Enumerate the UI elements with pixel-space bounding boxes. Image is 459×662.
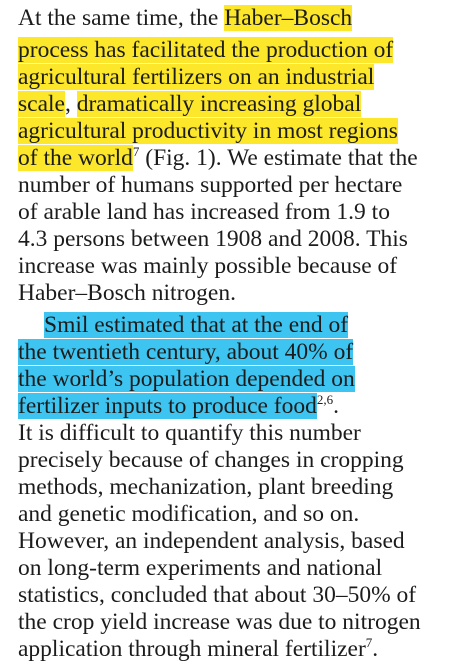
text-line: the twentieth century, about 40% of — [18, 339, 354, 365]
citation-superscript: 7 — [132, 144, 140, 159]
text-line: Smil estimated that at the end of — [44, 312, 349, 338]
blue-highlight: Smil estimated that at the end of — [44, 312, 349, 338]
text-line: process has facilitated the production o… — [18, 37, 394, 63]
text-span: application through mineral fertilizer — [18, 636, 366, 662]
text-span: At the same time, the — [18, 5, 225, 31]
text-line: increase was mainly possible because of — [18, 253, 398, 279]
yellow-highlight: of the world — [18, 145, 133, 171]
text-line: fertilizer inputs to produce food2,6. — [18, 393, 339, 419]
text-line: However, an independent analysis, based — [18, 528, 405, 554]
text-line: application through mineral fertilizer7. — [18, 636, 378, 662]
text-line: on long-term experiments and national — [18, 555, 383, 581]
yellow-highlight: process has facilitated the production o… — [18, 37, 394, 63]
blue-highlight: the world’s population depended on — [18, 366, 355, 392]
text-span: (Fig. 1). We estimate that the — [139, 145, 418, 171]
text-span: . — [372, 636, 379, 662]
text-line: methods, mechanization, plant breeding — [18, 474, 394, 500]
text-line: of the world7 (Fig. 1). We estimate that… — [18, 145, 418, 171]
text-line: precisely because of changes in cropping — [18, 447, 404, 473]
text-line: agricultural fertilizers on an industria… — [18, 64, 375, 90]
text-line: Haber–Bosch nitrogen. — [18, 280, 236, 306]
text-line: At the same time, the Haber–Bosch — [18, 5, 353, 31]
text-line: scale, dramatically increasing global — [18, 91, 362, 117]
text-line: It is difficult to quantify this number — [18, 420, 361, 446]
text-span: . — [333, 393, 340, 419]
text-line: the crop yield increase was due to nitro… — [18, 609, 421, 635]
blue-highlight: fertilizer inputs to produce food — [18, 393, 317, 419]
yellow-highlight: agricultural fertilizers on an industria… — [18, 64, 375, 90]
text-line: agricultural productivity in most region… — [18, 118, 398, 144]
text-line: the world’s population depended on — [18, 366, 355, 392]
blue-highlight: the twentieth century, about 40% of — [18, 339, 354, 365]
text-line: of arable land has increased from 1.9 to — [18, 199, 390, 225]
text-line: and genetic modification, and so on. — [18, 501, 360, 527]
text-line: statistics, concluded that about 30–50% … — [18, 582, 417, 608]
yellow-highlight: scale — [18, 91, 65, 117]
yellow-highlight: Haber–Bosch — [224, 5, 353, 31]
yellow-highlight: agricultural productivity in most region… — [18, 118, 398, 144]
citation-superscript: 7 — [365, 635, 373, 650]
text-span: , — [64, 91, 71, 117]
yellow-highlight: dramatically increasing global — [76, 91, 362, 117]
text-line: 4.3 persons between 1908 and 2008. This — [18, 226, 408, 252]
citation-superscript: 2,6 — [316, 392, 334, 407]
text-line: number of humans supported per hectare — [18, 172, 403, 198]
